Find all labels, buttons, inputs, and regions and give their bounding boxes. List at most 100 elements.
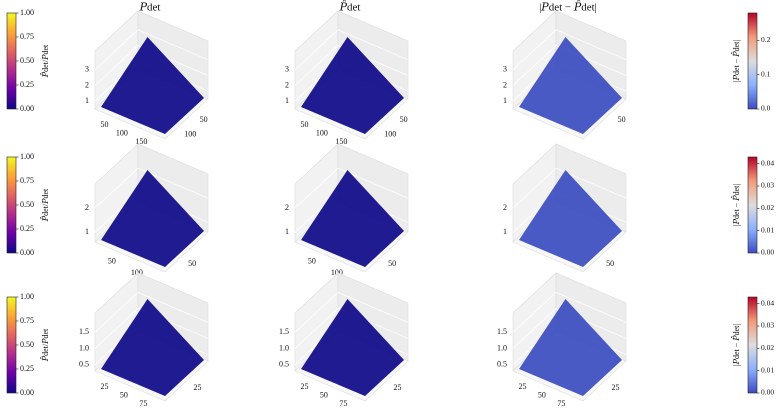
x-tick-label: 150 [335, 137, 347, 146]
z-tick-label: 1.0 [79, 343, 89, 352]
colorbar-tick-label: 0.02 [761, 343, 774, 352]
grid-line [294, 307, 409, 349]
z-tick-label: 1 [85, 227, 89, 236]
point-cloud [301, 37, 404, 134]
colorbar-tick-label: 0.50 [20, 56, 34, 65]
z-tick-label: 1.5 [79, 327, 89, 336]
z-tick-label: 0.5 [497, 359, 507, 368]
colorbar-label: 𝑃̂det/𝑃det [39, 44, 49, 78]
colorbar-tick-label: 0.02 [761, 203, 774, 212]
grid-line [512, 29, 627, 71]
x-tick-label: 75 [339, 399, 347, 408]
grid-line [94, 45, 209, 86]
colorbar-tick-label: 0.04 [761, 298, 774, 307]
z-tick-label: 1 [503, 96, 507, 105]
x-tick-label: 50 [538, 390, 546, 399]
z-tick-label: 3 [85, 65, 89, 74]
colorbar-label: |𝑃det − 𝑃̂det| [730, 184, 740, 226]
x-tick-label: 50 [300, 120, 308, 129]
y-tick-label: 50 [400, 115, 408, 124]
colorbar-label: |𝑃det − 𝑃̂det| [730, 40, 740, 82]
point-cloud [101, 299, 204, 396]
colorbar-tick-label: 0.04 [761, 158, 774, 167]
colorbar [747, 296, 758, 394]
colorbar-tick-label: 0.75 [20, 176, 34, 185]
colorbar-tick-label: 0.00 [20, 248, 34, 257]
point-cloud [519, 299, 622, 396]
z-tick-label: 2 [285, 203, 289, 212]
colorbar-tick-label: 0.75 [20, 316, 34, 325]
grid-line [294, 29, 409, 71]
x-tick-label: 75 [557, 399, 565, 408]
z-tick-label: 2 [85, 203, 89, 212]
y-tick-label: 100 [384, 129, 396, 138]
z-tick-label: 2 [85, 80, 89, 89]
x-tick-label: 50 [320, 390, 328, 399]
z-tick-label: 3 [285, 65, 289, 74]
z-tick-label: 1.5 [279, 327, 289, 336]
grid-line [512, 291, 627, 333]
colorbar-tick-label: 1.00 [20, 292, 34, 301]
grid-line [94, 291, 209, 333]
colorbar-tick-label: 0.50 [20, 340, 34, 349]
z-tick-label: 1.0 [497, 343, 507, 352]
colorbar-tick-label: 0.25 [20, 224, 34, 233]
colorbar-label: |𝑃det − 𝑃̂det| [730, 324, 740, 366]
x-tick-label: 100 [331, 268, 343, 277]
x-tick-label: 100 [316, 128, 328, 137]
colorbar [747, 156, 758, 254]
colorbar-tick-label: 0.01 [761, 365, 774, 374]
x-tick-label: 25 [300, 382, 308, 391]
z-tick-label: 0.5 [79, 359, 89, 368]
x-tick-label: 100 [116, 128, 128, 137]
x-tick-label: 150 [135, 137, 147, 146]
colorbar-tick-label: 0.1 [761, 69, 771, 78]
point-cloud [301, 299, 404, 396]
z-tick-label: 2 [285, 80, 289, 89]
y-tick-label: 25 [194, 383, 202, 392]
point-cloud [101, 37, 204, 134]
colorbar-tick-label: 0.75 [20, 32, 34, 41]
x-tick-label: 75 [139, 399, 147, 408]
z-tick-label: 3 [503, 65, 507, 74]
colorbar-tick-label: 0.25 [20, 80, 34, 89]
x-tick-label: 25 [518, 382, 526, 391]
colorbar-tick-label: 0.00 [761, 388, 774, 397]
z-tick-label: 0.5 [279, 359, 289, 368]
z-tick-label: 1.5 [497, 327, 507, 336]
y-tick-label: 50 [200, 115, 208, 124]
colorbar-tick-label: 0.00 [761, 248, 774, 257]
grid-line [512, 167, 627, 209]
grid-line [94, 29, 209, 71]
point-cloud [101, 170, 204, 267]
z-tick-label: 1 [503, 227, 507, 236]
colorbar-tick-label: 0.50 [20, 200, 34, 209]
point-cloud [519, 170, 622, 267]
z-tick-label: 1 [85, 96, 89, 105]
grid-line [294, 291, 409, 333]
colorbar-tick-label: 0.01 [761, 225, 774, 234]
panel-title: |𝑃det − 𝑃̂det| [539, 0, 597, 14]
z-tick-label: 1 [285, 96, 289, 105]
colorbar [6, 12, 17, 110]
colorbar-tick-label: 0.0 [761, 104, 771, 113]
y-tick-label: 25 [394, 383, 402, 392]
colorbar-tick-label: 0.00 [20, 104, 34, 113]
x-tick-label: 50 [120, 390, 128, 399]
y-tick-label: 50 [388, 259, 396, 268]
grid-line [94, 167, 209, 209]
colorbar [6, 296, 17, 394]
colorbar-tick-label: 1.00 [20, 152, 34, 161]
panel-title: 𝑃̂det [339, 0, 361, 14]
grid-line [512, 307, 627, 349]
z-tick-label: 1.0 [279, 343, 289, 352]
y-tick-label: 50 [606, 259, 614, 268]
colorbar-tick-label: 1.00 [20, 8, 34, 17]
colorbar-label: 𝑃̂det/𝑃det [39, 328, 49, 362]
x-tick-label: 50 [100, 120, 108, 129]
x-tick-label: 50 [108, 256, 116, 265]
x-tick-label: 25 [100, 382, 108, 391]
x-tick-label: 100 [131, 268, 143, 277]
colorbar [6, 156, 17, 254]
